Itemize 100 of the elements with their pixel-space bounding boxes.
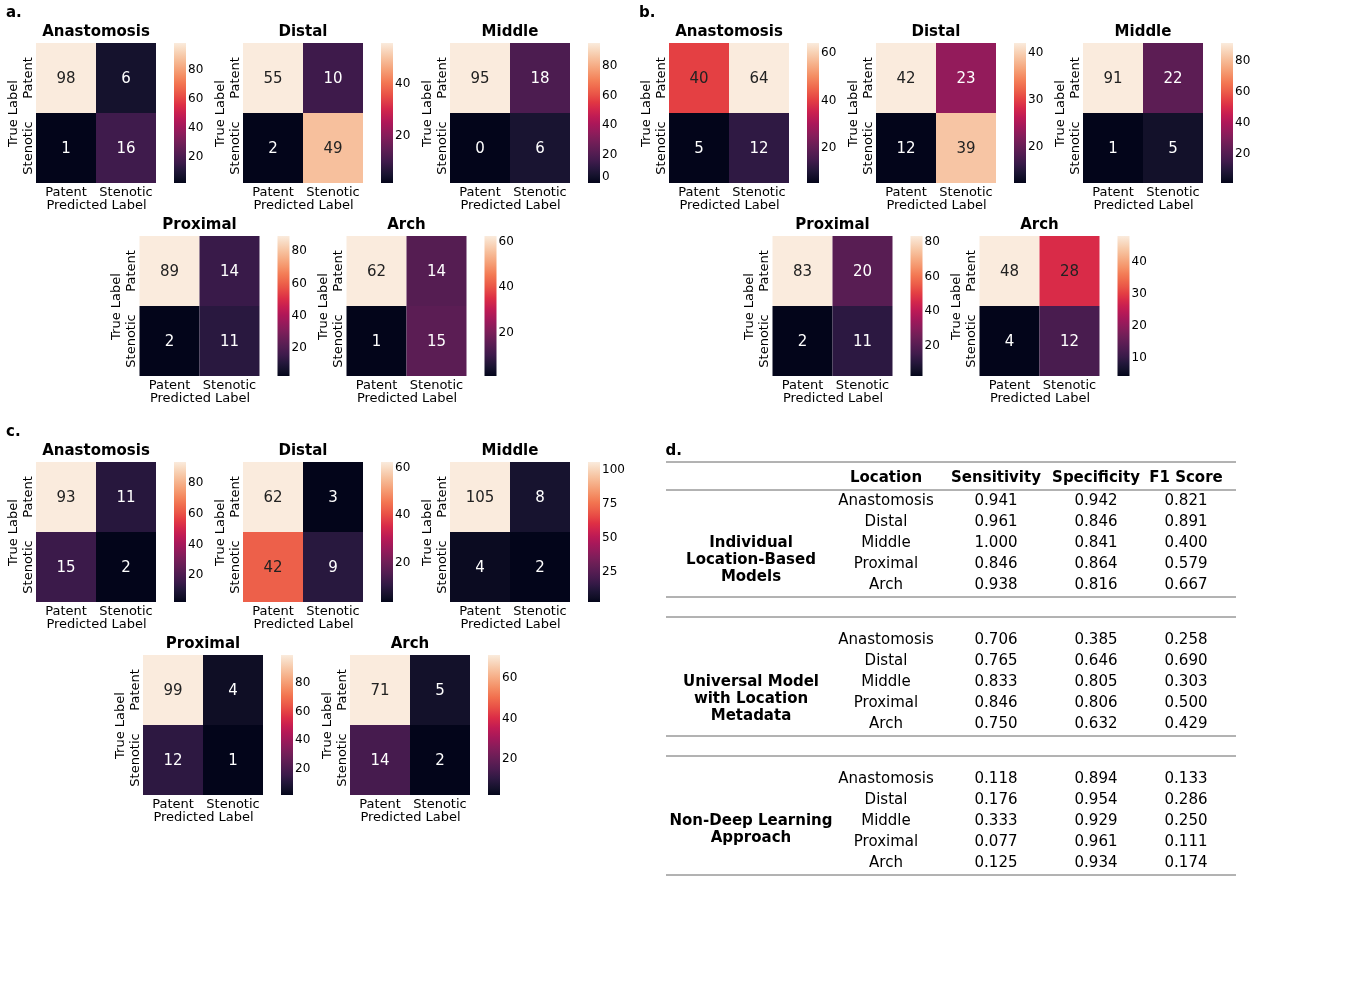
text: 0.500 <box>1164 693 1208 711</box>
color-bar-label: 20 <box>1131 318 1147 333</box>
color-bar-label: 0 <box>602 169 610 183</box>
color-bar-label: 60 <box>188 505 204 520</box>
data-label: 1 <box>1108 139 1118 157</box>
data-label: 99 <box>163 681 183 699</box>
data-label: 20 <box>852 262 873 280</box>
color-bar-label: 60 <box>602 87 618 102</box>
color-bar-label: 40 <box>395 507 411 522</box>
text: 0.805 <box>1074 672 1118 690</box>
data-label: 105 <box>465 488 495 506</box>
data-label: 2 <box>121 558 131 576</box>
text: Distal <box>864 651 908 669</box>
text: Middle <box>861 672 911 690</box>
text: 0.938 <box>974 575 1018 593</box>
data-label: 91 <box>1103 69 1123 87</box>
data-label: 12 <box>1059 332 1080 350</box>
text: 0.821 <box>1164 491 1208 509</box>
x-tick-label: Patent <box>252 602 294 618</box>
x-tick-label: Patent <box>152 795 194 811</box>
color-bar-label: 20 <box>602 146 618 161</box>
color-bar-label: 80 <box>291 243 307 258</box>
data-label: 4 <box>228 681 238 699</box>
color-bar-label: 80 <box>924 234 940 249</box>
chart-title: Arch <box>387 215 426 233</box>
text: 0.286 <box>1164 790 1208 808</box>
x-axis-title: Predicted Label <box>460 615 561 631</box>
color-bar-label: 40 <box>1131 254 1147 269</box>
y-axis-title: True Label <box>315 273 330 341</box>
text: 0.385 <box>1074 630 1118 648</box>
data-label: 11 <box>852 332 873 350</box>
data-label: 2 <box>435 751 445 769</box>
y-axis-title: True Label <box>844 80 860 148</box>
text: 0.942 <box>1074 491 1118 509</box>
text: 0.706 <box>974 630 1018 648</box>
y-tick-label: Patent <box>126 669 142 711</box>
chart-title: Proximal <box>795 215 870 233</box>
y-axis-title: True Label <box>318 692 334 760</box>
text: 0.133 <box>1164 769 1208 787</box>
text: Anastomosis <box>838 630 934 648</box>
data-label: 2 <box>535 558 545 576</box>
color-bar-label: 60 <box>188 90 204 105</box>
text: 0.929 <box>1074 811 1118 829</box>
text: 0.303 <box>1164 672 1208 690</box>
data-label: 64 <box>749 69 769 87</box>
text: Arch <box>869 575 903 593</box>
color-bar-label: 20 <box>821 140 837 155</box>
data-label: 22 <box>1163 69 1183 87</box>
x-axis-title: Predicted Label <box>153 808 254 824</box>
y-axis-title: True Label <box>4 499 20 567</box>
color-bar-label: 40 <box>924 303 940 318</box>
data-label: 42 <box>263 558 283 576</box>
text: 0.750 <box>974 714 1018 732</box>
data-label: 0 <box>475 139 485 157</box>
x-axis-title: Predicted Label <box>253 615 354 631</box>
text: 0.765 <box>974 651 1018 669</box>
text: Individual Location-Based Models <box>686 533 816 585</box>
text: 1.000 <box>974 533 1018 551</box>
data-label: 39 <box>956 139 976 157</box>
x-tick-label: Patent <box>678 183 720 199</box>
text: Distal <box>864 512 908 530</box>
x-tick-label: Patent <box>45 183 87 199</box>
data-label: 93 <box>56 488 76 506</box>
text: 0.954 <box>1074 790 1118 808</box>
text: 0.841 <box>1074 533 1118 551</box>
text: Non-Deep Learning Approach <box>669 811 833 846</box>
color-bar-label: 20 <box>1235 146 1251 161</box>
chart-title: Arch <box>1020 215 1059 233</box>
x-axis-title: Predicted Label <box>46 615 147 631</box>
data-label: 4 <box>475 558 485 576</box>
x-axis-title: Predicted Label <box>149 389 251 405</box>
data-label: 1 <box>228 751 238 769</box>
color-bar-label: 30 <box>1028 92 1044 106</box>
text: Proximal <box>853 693 919 711</box>
x-axis-title: Predicted Label <box>679 196 780 212</box>
color-bar-label: 40 <box>1235 115 1251 130</box>
color-bar-label: 40 <box>602 117 618 132</box>
color-bar-label: 100 <box>602 461 625 476</box>
data-label: 14 <box>219 262 240 280</box>
color-bar-label: 40 <box>395 75 411 90</box>
text: 0.646 <box>1074 651 1118 669</box>
chart-title: Middle <box>1114 22 1172 40</box>
text: 0.846 <box>974 554 1018 572</box>
text: 0.176 <box>974 790 1018 808</box>
text: 0.846 <box>1074 512 1118 530</box>
y-tick-label: Patent <box>19 476 35 518</box>
color-bar-label: 25 <box>602 563 618 578</box>
x-tick-label: Patent <box>781 376 824 392</box>
text: 0.934 <box>1074 853 1118 871</box>
text: 0.174 <box>1164 853 1208 871</box>
color-bar-label: 60 <box>502 670 518 685</box>
y-axis-title: True Label <box>948 273 963 341</box>
color-bar-label: 40 <box>291 307 307 322</box>
data-label: 14 <box>426 262 447 280</box>
color-bar-label: 20 <box>1028 138 1044 153</box>
x-axis-title: Predicted Label <box>253 196 354 212</box>
data-label: 15 <box>426 332 447 350</box>
color-bar-label: 20 <box>291 340 307 355</box>
text: Arch <box>869 853 903 871</box>
text: F1 Score <box>1149 468 1223 486</box>
